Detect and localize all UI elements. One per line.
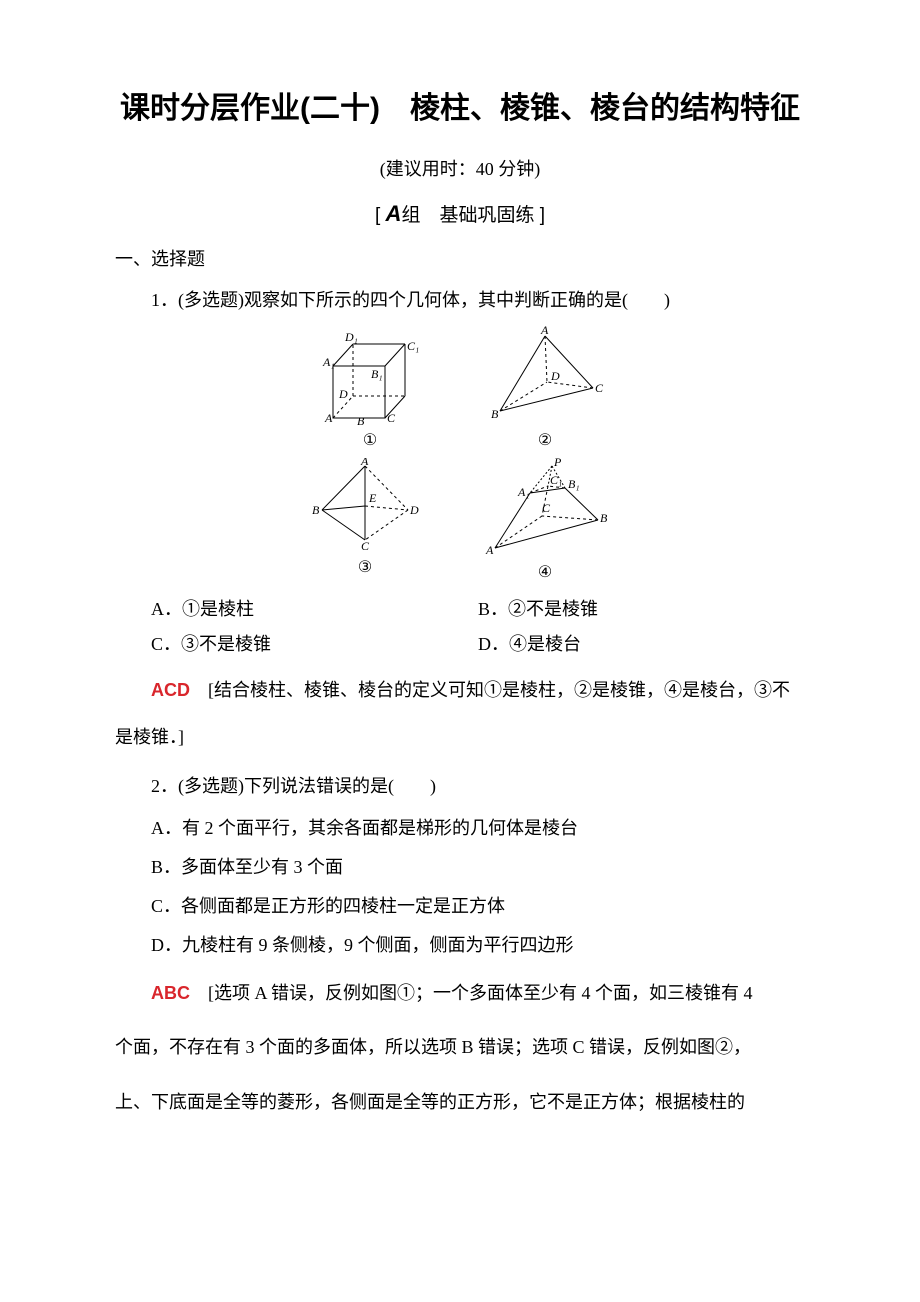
svg-text:A₁: A₁ bbox=[322, 355, 335, 369]
q2-options: A．有 2 个面平行，其余各面都是梯形的几何体是棱台 B．多面体至少有 3 个面… bbox=[151, 814, 805, 959]
svg-text:B: B bbox=[357, 414, 365, 426]
q1-explain: [结合棱柱、棱锥、棱台的定义可知①是棱柱，②是棱锥，④是棱台，③不是棱锥．] bbox=[115, 680, 790, 747]
q2-option-b: B．多面体至少有 3 个面 bbox=[151, 853, 805, 882]
svg-text:C: C bbox=[361, 539, 370, 553]
svg-text:D: D bbox=[550, 369, 560, 383]
q2-stem: 2．(多选题)下列说法错误的是( ) bbox=[115, 768, 805, 804]
q2-option-d: D．九棱柱有 9 条侧棱，9 个侧面，侧面为平行四边形 bbox=[151, 931, 805, 960]
q2-option-c: C．各侧面都是正方形的四棱柱一定是正方体 bbox=[151, 892, 805, 921]
svg-text:C₁: C₁ bbox=[407, 339, 419, 353]
q1-option-d: D．④是棱台 bbox=[478, 630, 805, 659]
q2-answer: ABC bbox=[151, 983, 190, 1003]
time-hint: (建议用时：40 分钟) bbox=[115, 155, 805, 184]
page-title: 课时分层作业(二十) 棱柱、棱锥、棱台的结构特征 bbox=[115, 80, 805, 137]
svg-text:P: P bbox=[553, 458, 562, 469]
svg-text:C: C bbox=[595, 381, 604, 395]
group-a-text: 组 基础巩固练 bbox=[401, 205, 534, 226]
svg-text:C: C bbox=[542, 501, 551, 515]
q1-option-a: A．①是棱柱 bbox=[151, 595, 478, 624]
group-a-label: [ A组 基础巩固练 ] bbox=[115, 196, 805, 231]
q2-answer-block: ABC [选项 A 错误，反例如图①；一个多面体至少有 4 个面，如三棱锥有 4 bbox=[115, 970, 805, 1017]
svg-text:A: A bbox=[324, 411, 333, 425]
svg-text:B: B bbox=[491, 407, 499, 421]
svg-text:B₁: B₁ bbox=[568, 477, 580, 491]
svg-text:C: C bbox=[387, 411, 396, 425]
q2-explain-3: 上、下底面是全等的菱形，各侧面是全等的正方形，它不是正方体；根据棱柱的 bbox=[115, 1079, 805, 1126]
svg-text:C₁: C₁ bbox=[550, 473, 562, 487]
figure-4: P A₁ B₁ C₁ A B C ④ bbox=[480, 458, 610, 586]
svg-text:A: A bbox=[540, 326, 549, 337]
q1-options-row2: C．③不是棱锥 D．④是棱台 bbox=[151, 630, 805, 659]
svg-text:B: B bbox=[600, 511, 608, 525]
figure-1-label: ① bbox=[363, 428, 377, 454]
svg-text:B: B bbox=[312, 503, 320, 517]
figure-2: A B C D ② bbox=[485, 326, 605, 454]
svg-text:D: D bbox=[409, 503, 419, 517]
svg-text:E: E bbox=[368, 491, 377, 505]
q1-options-row1: A．①是棱柱 B．②不是棱锥 bbox=[151, 595, 805, 624]
q2-explain-1: [选项 A 错误，反例如图①；一个多面体至少有 4 个面，如三棱锥有 4 bbox=[190, 983, 753, 1003]
svg-text:D₁: D₁ bbox=[344, 330, 358, 344]
q1-answer: ACD bbox=[151, 680, 190, 700]
svg-text:A₁: A₁ bbox=[517, 485, 530, 499]
q1-option-c: C．③不是棱锥 bbox=[151, 630, 478, 659]
figure-2-label: ② bbox=[538, 428, 552, 454]
svg-text:D: D bbox=[338, 387, 348, 401]
q1-figures: A B C D A₁ B₁ C₁ D₁ ① bbox=[115, 326, 805, 585]
svg-text:A: A bbox=[360, 458, 369, 468]
q2-option-a: A．有 2 个面平行，其余各面都是梯形的几何体是棱台 bbox=[151, 814, 805, 843]
section-1-heading: 一、选择题 bbox=[115, 245, 805, 274]
q1-option-b: B．②不是棱锥 bbox=[478, 595, 805, 624]
figure-4-label: ④ bbox=[538, 560, 552, 586]
figure-1: A B C D A₁ B₁ C₁ D₁ ① bbox=[315, 326, 425, 454]
group-a-letter: A bbox=[386, 201, 402, 226]
q1-answer-block: ACD [结合棱柱、棱锥、棱台的定义可知①是棱柱，②是棱锥，④是棱台，③不是棱锥… bbox=[115, 667, 805, 761]
figure-3-label: ③ bbox=[358, 555, 372, 581]
svg-text:B₁: B₁ bbox=[371, 367, 383, 381]
figure-3: A B C D E ③ bbox=[310, 458, 420, 586]
svg-text:A: A bbox=[485, 543, 494, 557]
q2-explain-2: 个面，不存在有 3 个面的多面体，所以选项 B 错误；选项 C 错误，反例如图②… bbox=[115, 1024, 805, 1071]
q1-stem: 1．(多选题)观察如下所示的四个几何体，其中判断正确的是( ) bbox=[115, 282, 805, 318]
